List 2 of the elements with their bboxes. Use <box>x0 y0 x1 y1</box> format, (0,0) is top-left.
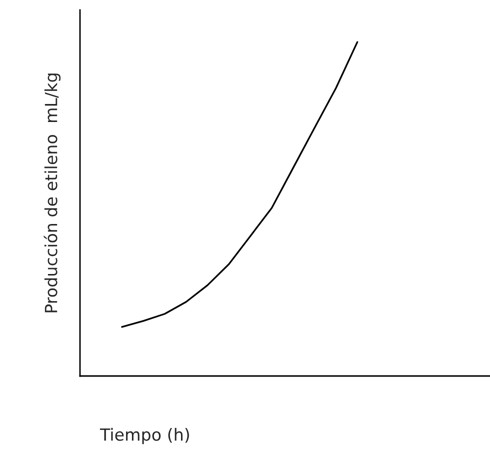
x-axis-title: Tiempo (h) <box>100 428 189 444</box>
y-axis-title: Producción de etileno mL/kg <box>44 74 61 312</box>
